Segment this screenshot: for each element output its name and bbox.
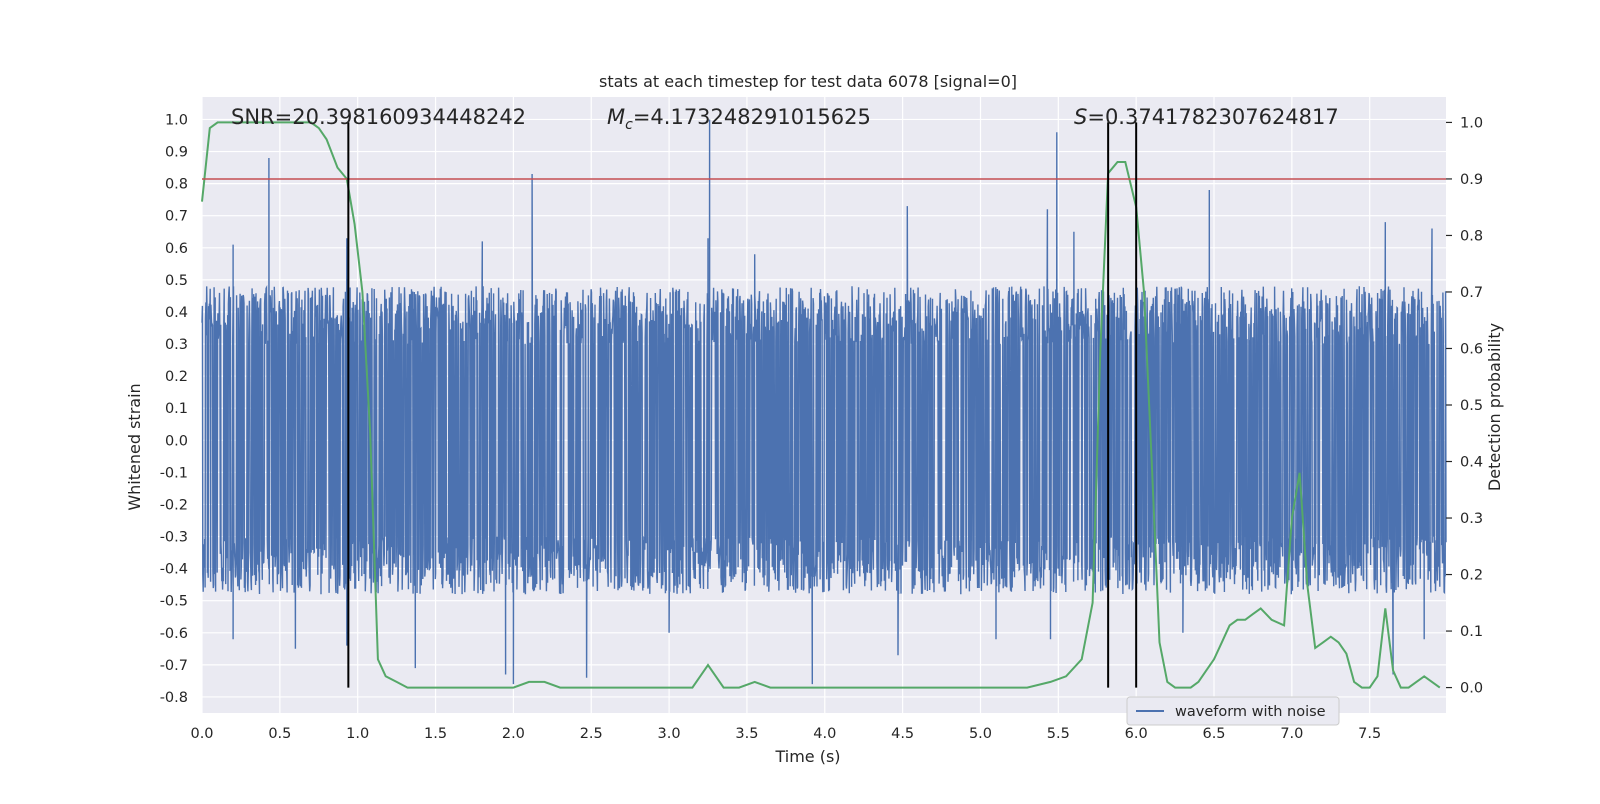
y-left-tick-label: -0.3 [160, 530, 188, 546]
s-symbol: S [1074, 105, 1087, 129]
mc-value: =4.173248291015625 [633, 105, 871, 129]
mc-annotation: Mc=4.173248291015625 [607, 105, 871, 133]
x-tick-label: 7.0 [1280, 726, 1303, 742]
y-right-tick-label: 0.2 [1460, 568, 1483, 584]
y-left-tick-label: -0.2 [160, 497, 188, 513]
waveform-series [201, 119, 1447, 685]
x-tick-label: 2.5 [580, 726, 603, 742]
y-right-tick-label: 0.8 [1460, 228, 1483, 244]
x-tick-label: 6.0 [1125, 726, 1148, 742]
marker-lines [347, 122, 1138, 688]
waveform-line [201, 119, 1447, 685]
x-tick-label: 3.0 [658, 726, 681, 742]
x-tick-label: 2.0 [502, 726, 525, 742]
y-left-tick-label: 0.8 [165, 177, 188, 193]
y-left-tick-label: 0.3 [165, 337, 188, 353]
y-left-axis-ticks: 1.0 0.9 0.8 0.7 0.6 0.5 0.4 0.3 0.2 0.1 0.0 -0.1 -0.… [160, 112, 188, 706]
x-axis-label: Time (s) [774, 747, 840, 766]
y-right-tick-label: 0.6 [1460, 341, 1483, 357]
y-left-tick-label: 1.0 [165, 112, 188, 128]
y-left-tick-label: -0.1 [160, 465, 188, 481]
x-tick-label: 1.0 [346, 726, 369, 742]
mc-subscript: c [625, 117, 633, 133]
y-right-tick-label: 0.1 [1460, 624, 1483, 640]
y-right-tick-label: 0.5 [1460, 398, 1483, 414]
probability-line [201, 121, 1441, 689]
y-right-tick-label: 0.9 [1460, 172, 1483, 188]
x-tick-label: 4.0 [813, 726, 836, 742]
y-right-tick-label: 1.0 [1460, 115, 1483, 131]
x-tick-label: 6.5 [1202, 726, 1225, 742]
snr-annotation: SNR=20.398160934448242 [231, 105, 526, 129]
y-left-tick-label: 0.7 [165, 209, 188, 225]
x-tick-label: 0.0 [190, 726, 213, 742]
y-left-tick-label: -0.6 [160, 626, 188, 642]
y-right-tick-label: 0.7 [1460, 285, 1483, 301]
mc-symbol: M [607, 105, 625, 129]
y-left-tick-label: -0.8 [160, 690, 188, 706]
x-tick-label: 4.5 [891, 726, 914, 742]
y-right-axis-label: Detection probability [1485, 323, 1504, 491]
y-left-tick-label: 0.5 [165, 273, 188, 289]
x-axis-ticks: 0.0 0.5 1.0 1.5 2.0 2.5 3.0 3.5 4.0 4.5 5.0 5.5 6.0 6… [190, 726, 1381, 742]
s-annotation: S=0.3741782307624817 [1074, 105, 1339, 129]
y-right-tick-label: 0.3 [1460, 511, 1483, 527]
y-left-tick-label: -0.4 [160, 562, 188, 578]
y-left-axis-label: Whitened strain [125, 383, 144, 510]
y-right-tick-label: 0.4 [1460, 455, 1483, 471]
legend-box [1126, 696, 1340, 726]
y-left-tick-label: 0.4 [165, 305, 188, 321]
legend-label-waveform: waveform with noise [1175, 704, 1326, 720]
legend: waveform with noise [1126, 696, 1340, 726]
y-left-tick-label: -0.5 [160, 594, 188, 610]
y-left-tick-label: 0.1 [165, 401, 188, 417]
x-tick-label: 1.5 [424, 726, 447, 742]
y-left-tick-label: -0.7 [160, 658, 188, 674]
y-left-tick-label: 0.6 [165, 241, 188, 257]
x-tick-label: 5.5 [1047, 726, 1070, 742]
s-value: =0.3741782307624817 [1087, 105, 1338, 129]
y-left-tick-label: 0.2 [165, 369, 188, 385]
y-left-tick-label: 0.0 [165, 433, 188, 449]
x-tick-label: 7.5 [1358, 726, 1381, 742]
y-left-tick-label: 0.9 [165, 145, 188, 161]
x-tick-label: 3.5 [735, 726, 758, 742]
chart-title: stats at each timestep for test data 607… [599, 72, 1017, 91]
x-tick-label: 5.0 [969, 726, 992, 742]
x-tick-label: 0.5 [268, 726, 291, 742]
probability-series [201, 121, 1441, 689]
y-right-axis-ticks: 1.0 0.9 0.8 0.7 0.6 0.5 0.4 0.3 0.2 0.1 0.0 [1446, 115, 1483, 697]
y-right-tick-label: 0.0 [1460, 681, 1483, 697]
